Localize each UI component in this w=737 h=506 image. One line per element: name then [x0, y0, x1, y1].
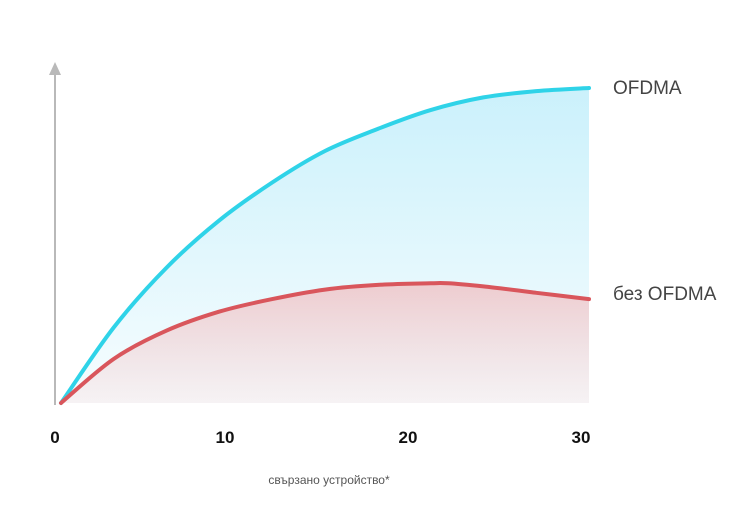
x-tick-label-2: 20 [399, 428, 418, 447]
series-label-no-ofdma: без OFDMA [613, 284, 717, 305]
x-axis-title: свързано устройство* [268, 473, 390, 487]
plot-areas [61, 88, 589, 403]
x-tick-label-1: 10 [216, 428, 235, 447]
plot-lines [59, 86, 591, 405]
x-tick-label-0: 0 [50, 428, 59, 447]
no-ofdma-area [61, 282, 589, 403]
x-axis: 0 10 20 30 свързано устройство* [50, 428, 590, 487]
y-axis [49, 62, 61, 405]
y-axis-arrow-icon [49, 62, 61, 75]
x-tick-label-3: 30 [572, 428, 591, 447]
ofdma-line [59, 86, 591, 405]
series-label-ofdma: OFDMA [613, 78, 682, 99]
no-ofdma-line [59, 281, 591, 405]
series-labels: OFDMA без OFDMA [613, 78, 717, 305]
